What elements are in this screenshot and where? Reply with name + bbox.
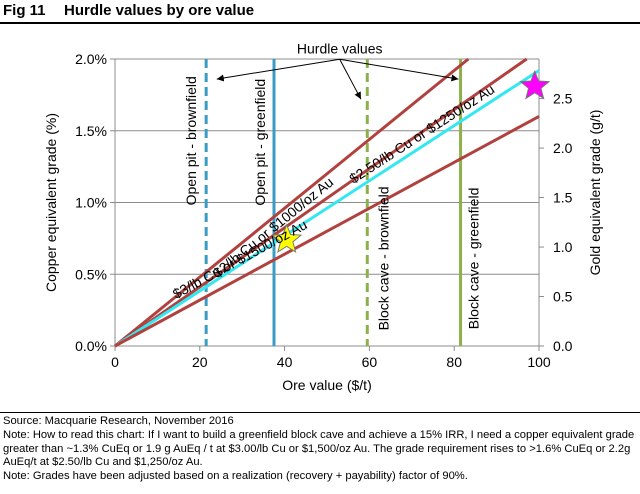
annotation-text: Hurdle values — [297, 40, 383, 56]
hurdle-label: Open pit - greenfield — [252, 79, 268, 206]
figure-title-bar: Fig 11 Hurdle values by ore value — [0, 0, 640, 24]
hurdle-label: Block cave - greenfield — [466, 188, 482, 330]
source-note: Source: Macquarie Research, November 201… — [3, 415, 234, 427]
y-tick-label: 0.5% — [75, 266, 107, 282]
annotation-arrow — [339, 58, 459, 82]
hurdle-label: Open pit - brownfield — [183, 76, 199, 205]
y-tick-label: 0.0% — [75, 338, 107, 354]
figure-label: Fig 11 — [3, 2, 46, 19]
price-line — [114, 69, 540, 348]
y-tick-label: 2.0% — [75, 51, 107, 67]
y2-tick-label: 2.0 — [553, 140, 573, 156]
labels: $2/lb Cu or $1000/oz Au$2.50/lb Cu or $1… — [170, 40, 497, 330]
annotation-arrow — [216, 58, 340, 82]
y2-axis-title: Gold equivalent grade (g/t) — [587, 110, 603, 276]
annotation-arrow — [339, 59, 362, 100]
y2-tick-label: 1.0 — [553, 239, 573, 255]
price-lines — [114, 57, 540, 348]
figure-title: Hurdle values by ore value — [64, 2, 255, 19]
x-tick-label: 0 — [111, 354, 119, 370]
y2-tick-label: 0.0 — [553, 338, 573, 354]
y-tick-label: 1.0% — [75, 195, 107, 211]
star-marker — [271, 223, 303, 254]
x-tick-label: 20 — [192, 354, 208, 370]
star-marker — [519, 69, 551, 100]
footer-notes: Source: Macquarie Research, November 201… — [0, 412, 640, 494]
reading-note: Note: How to read this chart: If I want … — [3, 428, 635, 469]
y2-tick-label: 2.5 — [553, 91, 573, 107]
price-line — [114, 57, 528, 348]
axes: 0.0% 0.5% 1.0% 1.5% 2.0% 0.0 0.5 1.0 1.5 2.0 2.5 0 2… — [43, 51, 603, 393]
y-axis-title: Copper equivalent grade (%) — [43, 113, 59, 292]
price-line — [114, 115, 540, 348]
hurdle-label: Block cave - brownfield — [375, 186, 391, 330]
y2-tick-label: 1.5 — [553, 190, 573, 206]
hurdle-chart: 0.0% 0.5% 1.0% 1.5% 2.0% 0.0 0.5 1.0 1.5 2.0 2.5 0 2… — [43, 40, 603, 393]
y-tick-label: 1.5% — [75, 123, 107, 139]
price-line — [114, 57, 470, 348]
x-tick-label: 100 — [527, 354, 551, 370]
price-line-label: $3/lb Cu or $1500/oz Au — [170, 216, 310, 302]
x-tick-label: 60 — [362, 354, 378, 370]
x-tick-label: 40 — [277, 354, 293, 370]
y2-tick-label: 0.5 — [553, 289, 573, 305]
stars — [271, 69, 551, 254]
x-tick-label: 80 — [446, 354, 462, 370]
x-axis-title: Ore value ($/t) — [282, 377, 371, 393]
grade-note: Note: Grades have been adjusted based on… — [3, 470, 468, 483]
